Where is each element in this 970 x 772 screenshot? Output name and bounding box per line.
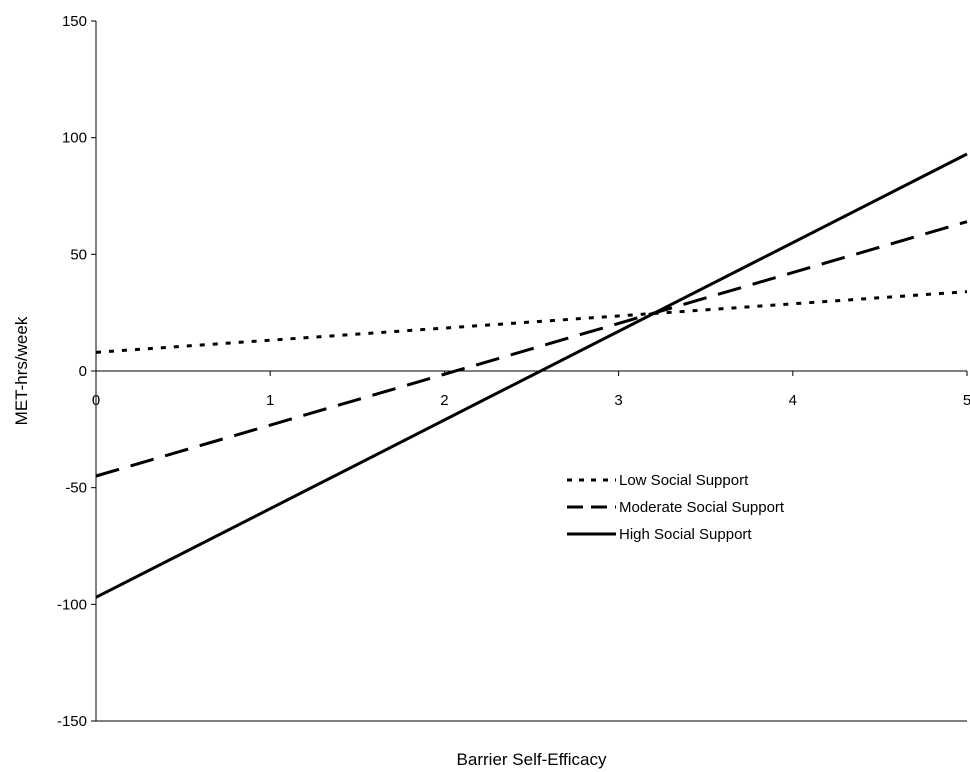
series-line-1 (95, 290, 968, 354)
x-tick-label: 2 (440, 392, 448, 409)
x-tick-label: 3 (614, 392, 622, 409)
y-tick-label: 150 (62, 13, 87, 30)
legend-label: Low Social Support (619, 472, 749, 489)
x-axis: 0 1 2 3 4 5 (92, 370, 970, 409)
x-tick-label: 4 (789, 392, 797, 409)
y-axis-title: MET-hrs/week (12, 316, 31, 425)
series-line-3 (95, 152, 968, 599)
x-tick-label: 0 (92, 392, 100, 409)
legend: Low Social Support Moderate Social Suppor… (567, 472, 785, 543)
y-tick-label: 100 (62, 130, 87, 147)
series-line-2 (95, 220, 968, 478)
x-tick-label: 1 (266, 392, 274, 409)
series-layer (95, 152, 968, 599)
y-tick-label: -100 (57, 596, 87, 613)
legend-label: High Social Support (619, 526, 752, 543)
x-tick-label: 5 (963, 392, 970, 409)
y-tick-label: -150 (57, 713, 87, 730)
y-axis: -150 -100 -50 0 50 100 150 (57, 13, 96, 730)
x-axis-title: Barrier Self-Efficacy (457, 750, 607, 769)
y-tick-label: 0 (79, 363, 87, 380)
y-tick-label: -50 (65, 480, 87, 497)
y-tick-label: 50 (70, 246, 87, 263)
legend-label: Moderate Social Support (619, 499, 785, 516)
